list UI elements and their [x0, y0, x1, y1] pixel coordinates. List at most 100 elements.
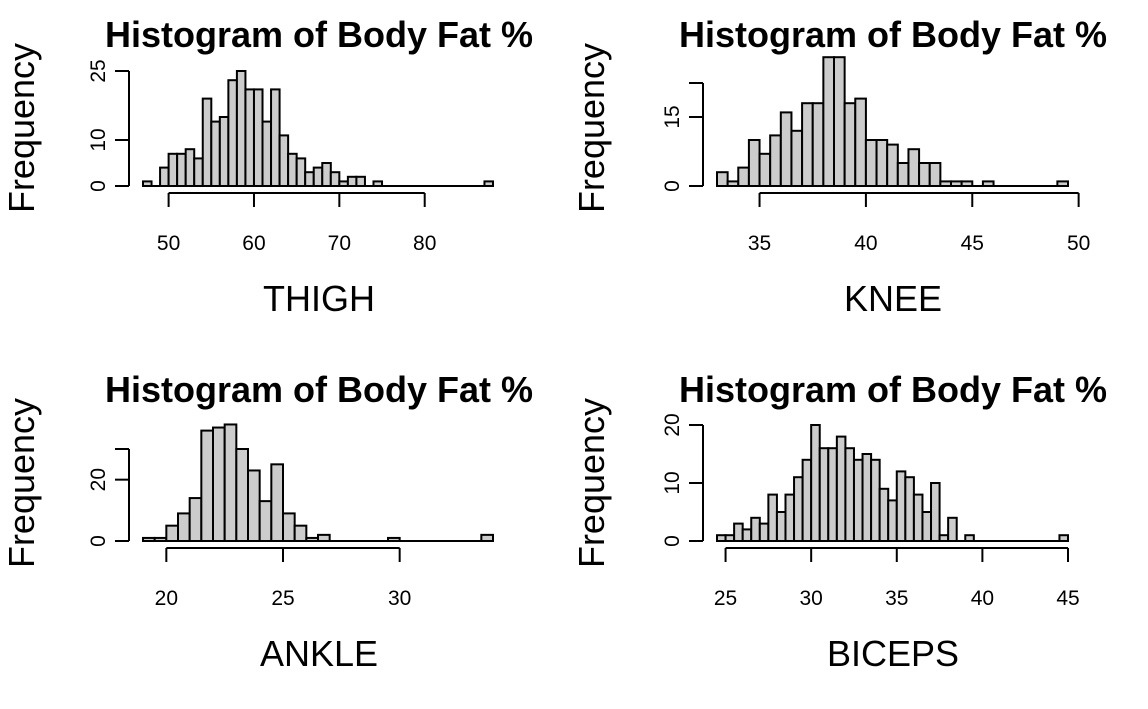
x-axis-label: KNEE: [844, 278, 942, 319]
histogram-bar: [835, 435, 847, 543]
histogram-bar: [886, 143, 899, 188]
chart-title: Histogram of Body Fat %: [105, 369, 533, 410]
chart-title: Histogram of Body Fat %: [105, 14, 533, 55]
histogram-bar: [801, 102, 814, 187]
x-tick-label: 25: [271, 587, 294, 610]
histogram-bar: [270, 88, 281, 187]
y-tick-label: 0: [661, 535, 684, 547]
histogram-bar: [235, 70, 247, 187]
histogram-bar: [810, 424, 821, 542]
x-tick-label: 25: [714, 587, 737, 610]
histogram-bar: [895, 470, 907, 542]
histogram-bar: [218, 116, 230, 187]
y-tick-label: 20: [661, 413, 684, 436]
histogram-bar: [258, 500, 273, 542]
x-tick-label: 30: [799, 587, 822, 610]
histogram-bar: [184, 148, 196, 187]
histogram-bar: [338, 180, 349, 187]
histogram-bar: [321, 162, 332, 187]
histogram-bar: [261, 120, 273, 187]
x-tick-label: 50: [1067, 232, 1090, 255]
panel-thigh: Histogram of Body Fat % Frequency THIGH …: [1, 14, 533, 319]
x-tick-label: 35: [748, 232, 771, 255]
histogram-bar: [904, 476, 915, 543]
histogram-bar: [864, 139, 878, 187]
histogram-bar: [854, 97, 867, 187]
histogram-bar: [790, 129, 804, 188]
x-tick-label: 40: [971, 587, 994, 610]
histogram-bar: [212, 426, 226, 542]
histogram-bar: [741, 528, 753, 543]
histogram-bar: [483, 180, 494, 187]
histogram-bar: [784, 493, 796, 543]
histogram-bar: [950, 180, 963, 187]
histogram-bar: [827, 447, 838, 543]
histogram-bar: [346, 175, 358, 188]
histogram-bar: [930, 482, 941, 542]
histogram-bar: [801, 458, 813, 542]
histogram-bar: [981, 180, 995, 187]
x-tick-label: 80: [413, 232, 436, 255]
y-tick-label: 0: [87, 535, 110, 547]
histogram-bar: [750, 516, 761, 542]
histogram-bar: [223, 423, 238, 543]
histogram-bar: [822, 56, 836, 188]
histogram-bar: [733, 522, 744, 542]
x-tick-label: 70: [328, 232, 351, 255]
histogram-bar: [726, 180, 740, 187]
histogram-bar: [861, 453, 873, 542]
histogram-bar: [317, 533, 331, 542]
histogram-bar: [918, 162, 931, 187]
histogram-bar: [176, 152, 187, 188]
axes: 50 60 70 80 0 10 25: [87, 59, 436, 255]
histogram-bar: [724, 534, 736, 543]
x-tick-label: 60: [242, 232, 265, 255]
axes: 25 30 35 40 45 0 10 20: [661, 413, 1080, 610]
histogram-bar: [293, 524, 308, 543]
histogram-bar: [939, 180, 953, 187]
panel-knee: Histogram of Body Fat % Frequency KNEE 3…: [571, 14, 1107, 319]
histogram-bar: [1056, 180, 1070, 187]
histogram-bar: [747, 139, 761, 187]
histogram-bar: [200, 429, 214, 543]
histogram-bar: [767, 493, 778, 543]
histogram-bar: [928, 162, 942, 187]
histogram-bar: [844, 447, 855, 543]
y-tick-label: 10: [87, 128, 110, 151]
histogram-bar: [159, 166, 170, 188]
axes: 35 40 45 50 0 15: [661, 82, 1090, 255]
histogram-bar: [329, 171, 341, 187]
histogram-bar: [912, 493, 924, 543]
x-axis-label: BICEPS: [827, 633, 959, 674]
histogram-bar: [896, 162, 910, 187]
histogram-bar: [142, 180, 153, 187]
histogram-bar: [153, 536, 168, 543]
histogram-bar: [252, 88, 264, 187]
x-tick-label: 35: [885, 587, 908, 610]
histogram-bar: [843, 102, 857, 187]
histogram-bar: [355, 175, 366, 188]
bars: [716, 424, 1069, 543]
y-axis-label: Frequency: [1, 43, 42, 213]
histogram-bar: [779, 111, 793, 187]
histogram-bar: [372, 180, 384, 187]
histogram-bar: [278, 134, 290, 187]
y-tick-label: 0: [87, 180, 110, 192]
histogram-bar: [165, 524, 179, 543]
histogram-bar: [304, 171, 315, 187]
histogram-bar: [201, 97, 213, 187]
y-tick-label: 15: [661, 105, 684, 128]
histogram-bar: [887, 499, 898, 542]
panel-biceps: Histogram of Body Fat % Frequency BICEPS…: [571, 369, 1107, 674]
histogram-bar: [247, 469, 261, 543]
histogram-bar: [938, 534, 950, 543]
x-axis-label: THIGH: [263, 278, 375, 319]
y-axis-label: Frequency: [571, 398, 612, 568]
histogram-bar: [758, 522, 770, 542]
histogram-bar: [244, 88, 255, 187]
histogram-bar: [235, 448, 249, 542]
histogram-bar: [270, 463, 285, 543]
histogram-bar: [947, 516, 958, 542]
histogram-bar: [177, 512, 191, 543]
